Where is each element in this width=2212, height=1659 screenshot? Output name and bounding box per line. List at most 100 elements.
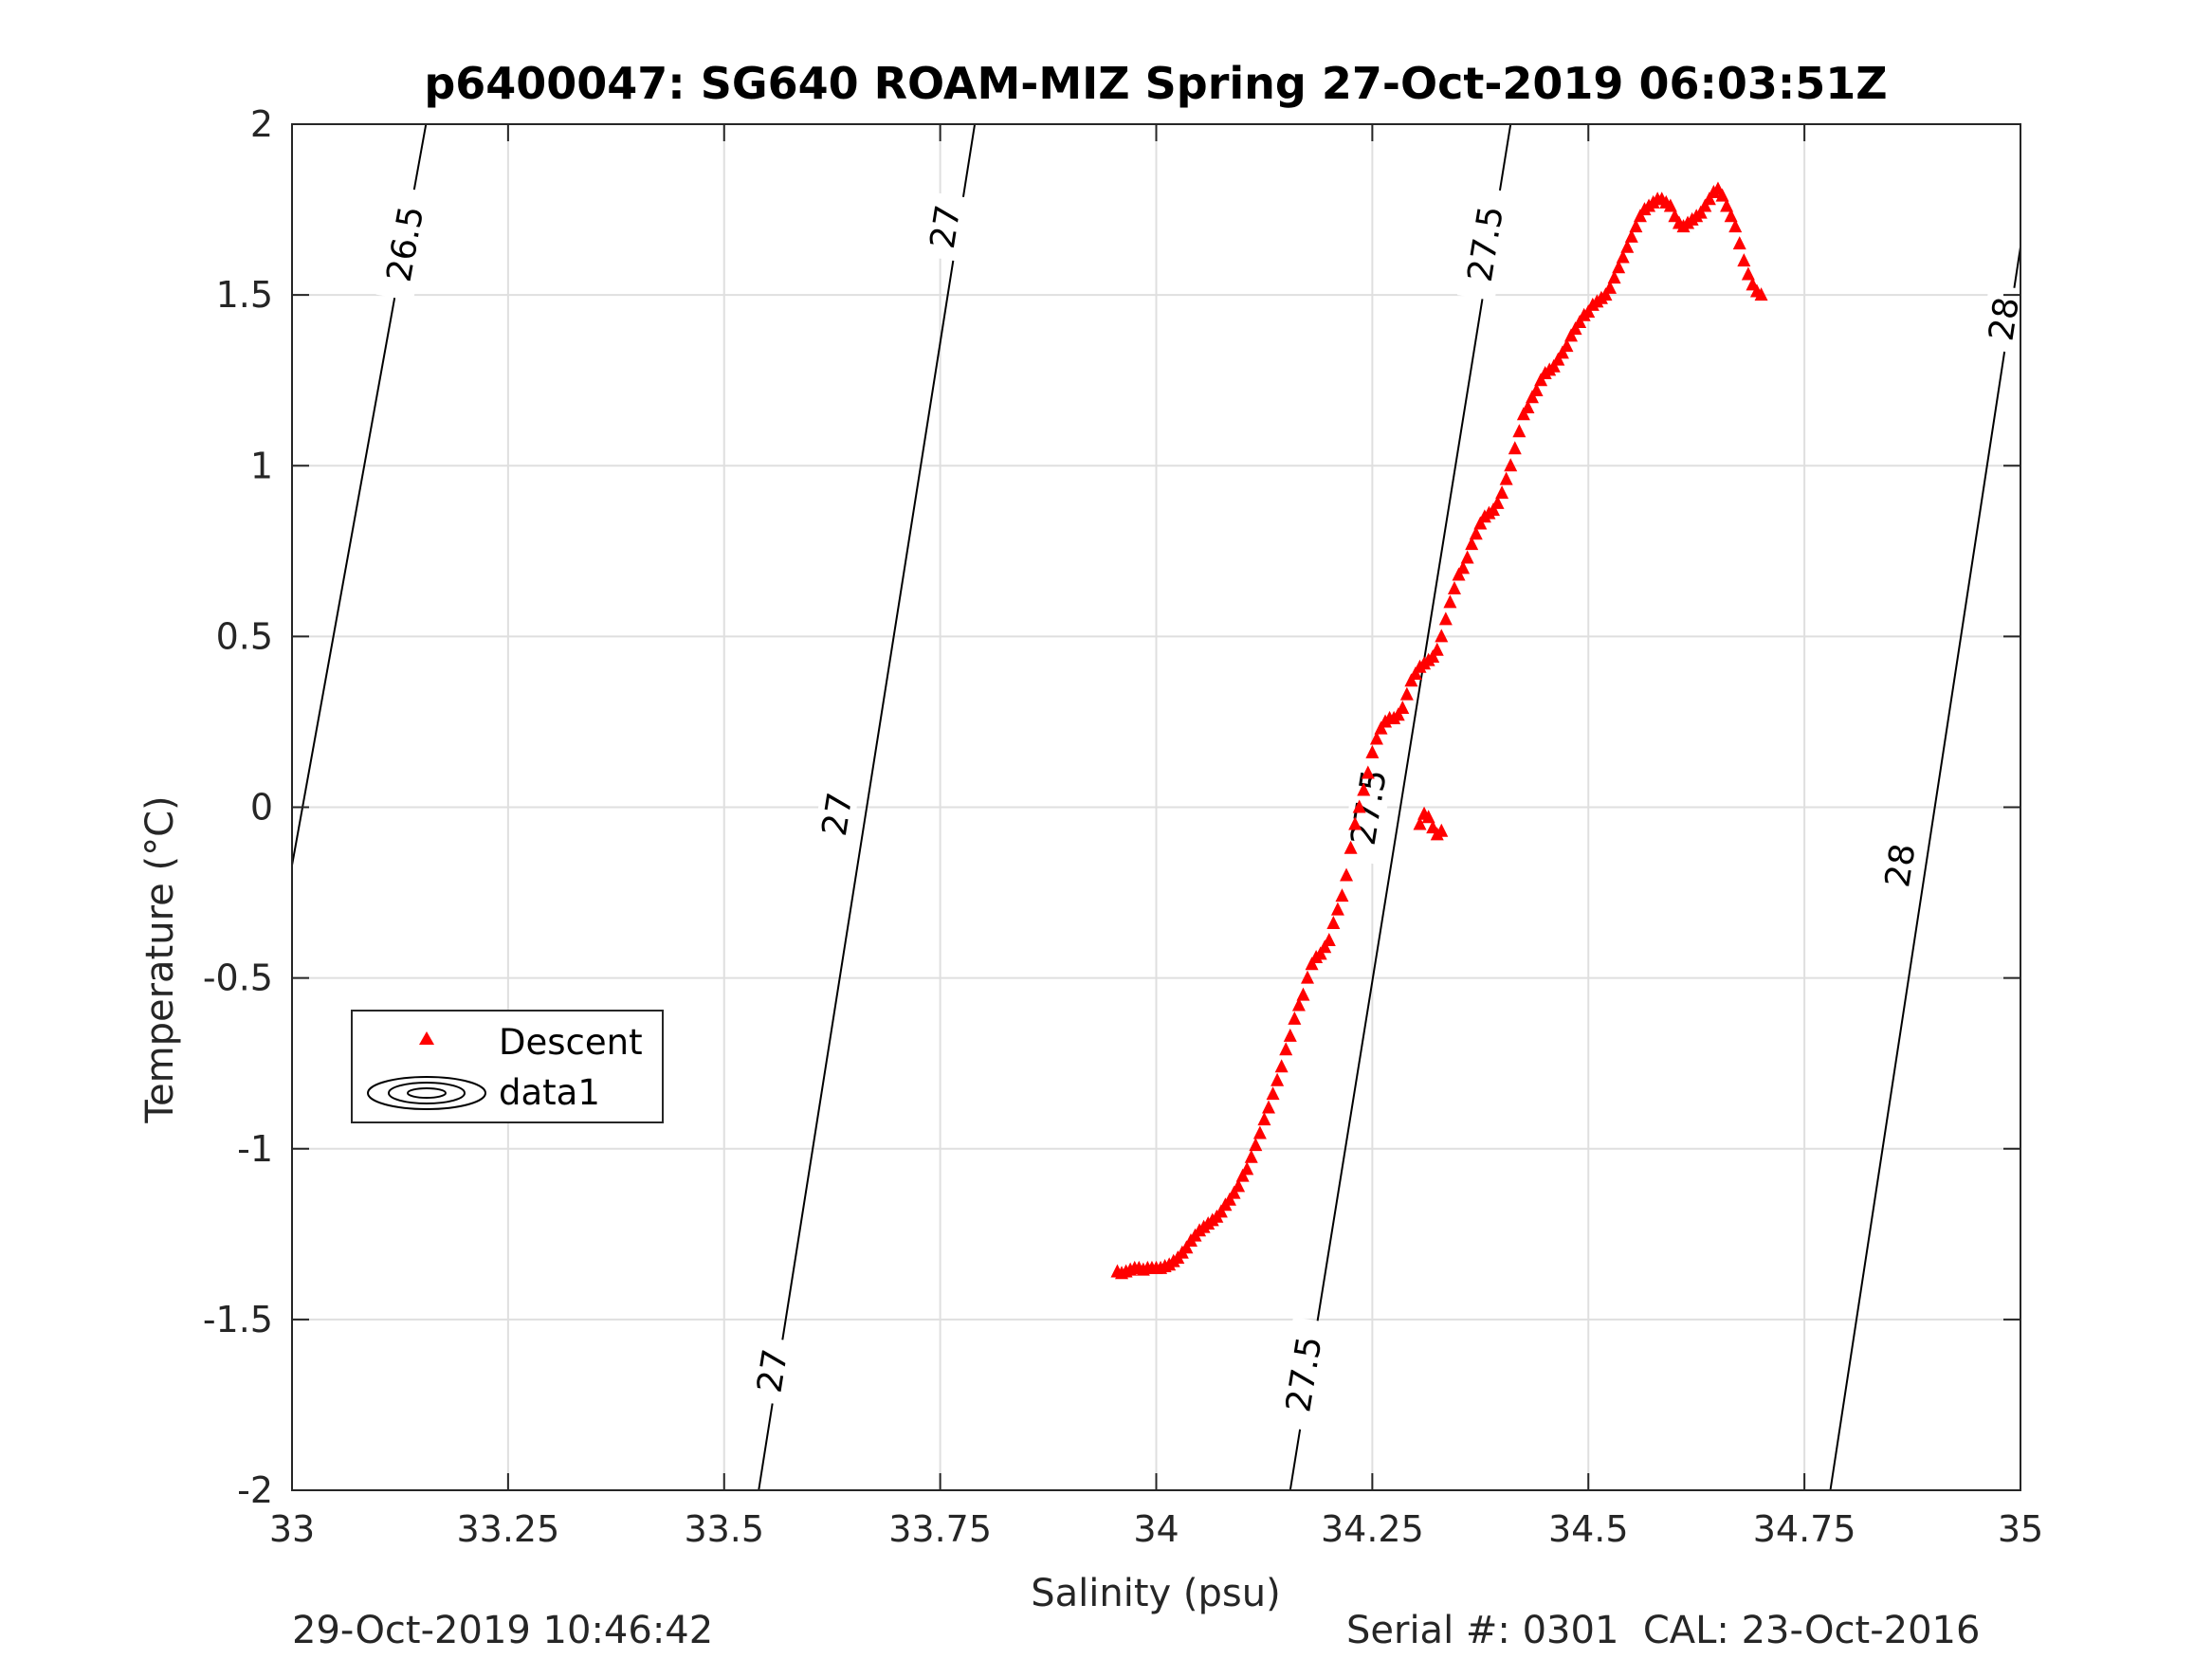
y-tick-label: -2 xyxy=(237,1469,273,1511)
descent-point xyxy=(1737,253,1751,267)
y-axis-label: Temperature (°C) xyxy=(138,795,182,1123)
descent-point xyxy=(1274,1059,1289,1073)
x-tick-label: 33.5 xyxy=(684,1508,764,1550)
descent-point xyxy=(1702,191,1716,206)
descent-point xyxy=(1413,816,1427,830)
descent-point xyxy=(1620,239,1635,253)
contour-label: 27 xyxy=(815,790,861,839)
x-tick-label: 34.25 xyxy=(1321,1508,1424,1550)
descent-point xyxy=(1754,287,1768,301)
descent-point xyxy=(1426,648,1440,663)
descent-point xyxy=(1486,502,1500,517)
descent-point xyxy=(1447,580,1461,594)
descent-point xyxy=(1512,424,1526,438)
descent-point xyxy=(1283,1028,1297,1042)
descent-point xyxy=(1261,1100,1275,1114)
legend-descent-marker xyxy=(419,1031,434,1045)
descent-point xyxy=(1741,266,1755,281)
descent-point xyxy=(1521,400,1535,414)
descent-point xyxy=(1318,939,1332,954)
contour-label-gap xyxy=(1875,830,1924,901)
descent-point xyxy=(1240,1161,1254,1176)
legend-box xyxy=(351,1010,664,1123)
legend-data1-label: data1 xyxy=(499,1072,600,1113)
descent-point xyxy=(1495,485,1509,500)
descent-point xyxy=(1581,304,1596,319)
axes-box xyxy=(291,123,2021,1491)
descent-point xyxy=(1443,594,1457,609)
descent-point xyxy=(1555,345,1569,359)
contour-label: 27 xyxy=(923,202,969,251)
descent-point xyxy=(1399,686,1414,701)
x-tick-label: 34.5 xyxy=(1548,1508,1629,1550)
descent-point xyxy=(1715,188,1729,202)
descent-point xyxy=(1404,673,1418,687)
descent-point xyxy=(1629,219,1643,233)
descent-point xyxy=(1460,550,1474,564)
descent-point xyxy=(1291,997,1306,1012)
descent-point xyxy=(1249,1138,1263,1152)
descent-point xyxy=(1526,390,1540,404)
contour-label-gap xyxy=(1340,750,1396,865)
descent-point xyxy=(1214,1204,1228,1218)
descent-point xyxy=(1698,198,1712,212)
descent-point xyxy=(1361,765,1375,779)
descent-point xyxy=(1257,1112,1271,1126)
descent-point xyxy=(1499,471,1513,485)
descent-point xyxy=(1516,407,1530,421)
descent-point xyxy=(1607,270,1621,284)
descent-point xyxy=(1227,1185,1241,1199)
legend-descent-label: Descent xyxy=(499,1022,643,1063)
y-tick-label: -0.5 xyxy=(203,957,273,999)
descent-point xyxy=(1612,260,1626,274)
descent-point xyxy=(1508,441,1522,455)
descent-point xyxy=(1391,707,1405,721)
descent-point xyxy=(1305,957,1319,971)
x-tick-label: 33.25 xyxy=(456,1508,559,1550)
descent-point xyxy=(1724,209,1738,223)
x-tick-label: 33.75 xyxy=(888,1508,992,1550)
descent-point xyxy=(1288,1011,1302,1025)
x-axis-label: Salinity (psu) xyxy=(1031,1572,1280,1615)
contour-label-gap xyxy=(747,1336,795,1406)
legend: Descent data1 xyxy=(351,1010,664,1123)
descent-point xyxy=(1421,810,1435,824)
descent-point xyxy=(1456,560,1471,574)
descent-point xyxy=(1232,1178,1246,1193)
y-tick-label: 0 xyxy=(250,787,273,829)
descent-point xyxy=(1490,495,1505,509)
contour-label: 27 xyxy=(751,1346,796,1395)
contour-label-gap xyxy=(1979,283,2027,354)
descent-point xyxy=(1732,236,1746,250)
descent-point xyxy=(1365,744,1380,758)
descent-point xyxy=(1568,321,1582,336)
y-tick-label: 0.5 xyxy=(216,615,273,657)
descent-point xyxy=(1452,567,1466,581)
isopycnal-line xyxy=(758,123,977,1491)
isopycnal-line xyxy=(1289,123,1512,1491)
chart-title: p6400047: SG640 ROAM-MIZ Spring 27-Oct-2… xyxy=(424,58,1887,109)
descent-point xyxy=(1624,228,1638,243)
descent-point xyxy=(1534,373,1548,387)
descent-point xyxy=(1271,1072,1285,1086)
contour-label-group: 27.5 xyxy=(1275,1317,1331,1431)
footer-timestamp: 29-Oct-2019 10:46:42 xyxy=(292,1609,714,1652)
descent-point xyxy=(1438,611,1453,626)
contour-label-group: 28 xyxy=(1875,830,1924,901)
descent-point xyxy=(1326,915,1341,929)
descent-point xyxy=(1633,209,1647,223)
descent-point xyxy=(1301,970,1315,984)
y-tick-label: 1.5 xyxy=(216,274,273,316)
descent-point xyxy=(1348,816,1362,830)
descent-point xyxy=(1330,902,1344,916)
y-tick-label: 1 xyxy=(250,445,273,486)
contour-label-gap xyxy=(1456,186,1512,301)
descent-point xyxy=(1529,382,1544,396)
descent-point xyxy=(1222,1192,1236,1206)
descent-point xyxy=(1693,205,1708,219)
descent-point xyxy=(1560,338,1574,353)
footer-serial-cal: Serial #: 0301 CAL: 23-Oct-2016 xyxy=(1346,1609,1981,1652)
descent-point xyxy=(1616,249,1630,264)
descent-point xyxy=(1728,219,1743,233)
